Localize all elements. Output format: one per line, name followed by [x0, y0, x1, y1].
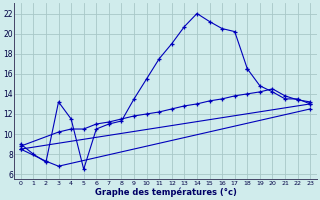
- X-axis label: Graphe des températures (°c): Graphe des températures (°c): [95, 187, 236, 197]
